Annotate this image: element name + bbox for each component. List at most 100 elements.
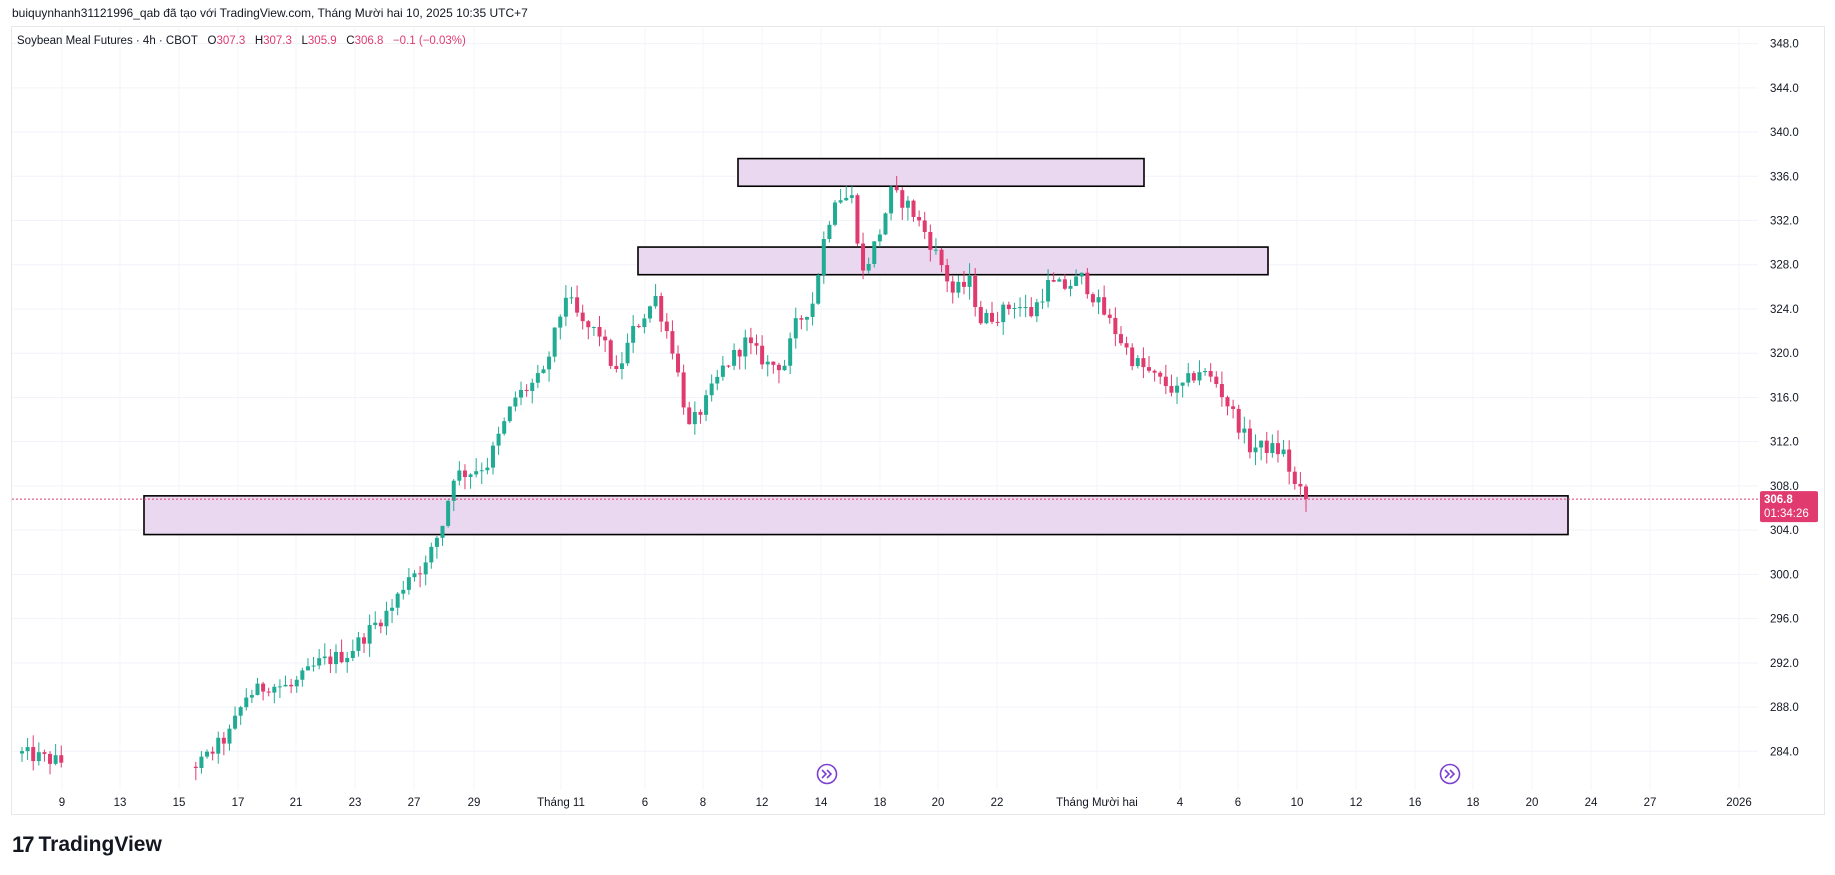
open-value: 307.3 bbox=[216, 35, 246, 47]
candle bbox=[1068, 279, 1073, 297]
candle bbox=[1147, 355, 1152, 373]
candle bbox=[933, 238, 938, 255]
candle bbox=[900, 187, 905, 220]
candle bbox=[1051, 272, 1056, 283]
price-tick-label: 316.0 bbox=[1770, 392, 1799, 404]
double-arrow-right-icon bbox=[1444, 769, 1456, 779]
candle bbox=[978, 300, 983, 326]
candle bbox=[990, 301, 995, 325]
candle bbox=[676, 345, 681, 377]
tradingview-logo[interactable]: 17 TradingView bbox=[12, 832, 162, 858]
candle bbox=[591, 326, 596, 336]
candle bbox=[1175, 376, 1180, 405]
candle-body bbox=[216, 737, 221, 754]
chart-candles bbox=[20, 175, 1308, 781]
time-tick-label: 27 bbox=[1644, 797, 1657, 809]
candle-body bbox=[833, 202, 838, 225]
candle-body bbox=[210, 751, 215, 754]
jump-marker-1[interactable] bbox=[816, 763, 838, 785]
candle bbox=[619, 351, 624, 380]
candle-body bbox=[1197, 372, 1202, 381]
time-tick-label: 10 bbox=[1291, 797, 1304, 809]
chart-frame[interactable] bbox=[11, 26, 1825, 815]
candle bbox=[1208, 363, 1213, 383]
candle-body bbox=[726, 365, 731, 367]
candle bbox=[692, 401, 697, 435]
candle bbox=[866, 257, 871, 274]
candle bbox=[507, 406, 512, 423]
candle-body bbox=[479, 470, 484, 472]
candle bbox=[1034, 298, 1039, 323]
candle-body bbox=[412, 573, 417, 578]
time-tick-label: 23 bbox=[349, 797, 362, 809]
candle bbox=[855, 193, 860, 247]
candle bbox=[227, 724, 232, 751]
candle-body bbox=[619, 363, 624, 369]
candle-body bbox=[956, 281, 961, 293]
high-value: 307.3 bbox=[263, 35, 292, 47]
time-tick-label: 13 bbox=[114, 797, 127, 809]
candle-body bbox=[31, 747, 36, 762]
time-tick-label: Tháng Mười hai bbox=[1056, 797, 1138, 809]
candle-body bbox=[608, 340, 613, 366]
candle bbox=[289, 678, 294, 694]
candle-body bbox=[496, 433, 501, 446]
candle bbox=[1186, 363, 1191, 387]
candle bbox=[1012, 302, 1017, 319]
candle bbox=[687, 401, 692, 425]
candle-body bbox=[849, 195, 854, 198]
bar-countdown-label: 01:34:26 bbox=[1764, 508, 1809, 520]
candle-body bbox=[905, 200, 910, 208]
time-tick-label: 2026 bbox=[1726, 797, 1752, 809]
zone-resistance-top bbox=[737, 157, 1145, 188]
candle-body bbox=[1287, 449, 1292, 472]
candle-body bbox=[636, 325, 641, 328]
candle-body bbox=[945, 265, 950, 282]
candle bbox=[849, 186, 854, 204]
candle bbox=[754, 334, 759, 355]
candle bbox=[748, 327, 753, 355]
candle-body bbox=[305, 666, 310, 671]
candle bbox=[440, 525, 445, 546]
candle-body bbox=[474, 471, 479, 475]
candle bbox=[1163, 364, 1168, 395]
chart-legend: Soybean Meal Futures · 4h · CBOT O307.3 … bbox=[17, 35, 466, 47]
candle bbox=[743, 329, 748, 370]
candle bbox=[249, 689, 254, 704]
candle bbox=[922, 211, 927, 240]
candle-body bbox=[1236, 408, 1241, 433]
candle bbox=[294, 675, 299, 693]
jump-marker-2[interactable] bbox=[1439, 763, 1461, 785]
close-label: C bbox=[346, 35, 355, 47]
candle-body bbox=[782, 365, 787, 371]
candle-body bbox=[591, 326, 596, 328]
candle-body bbox=[317, 658, 322, 666]
candle bbox=[575, 285, 580, 317]
candle-body bbox=[502, 421, 507, 434]
candle-body bbox=[821, 239, 826, 276]
candle-body bbox=[939, 249, 944, 266]
candle-body bbox=[1085, 272, 1090, 295]
price-tick-label: 320.0 bbox=[1770, 348, 1799, 360]
candle-body bbox=[1225, 397, 1230, 407]
symbol-label[interactable]: Soybean Meal Futures · 4h · CBOT bbox=[17, 35, 198, 47]
candle bbox=[1253, 434, 1258, 466]
candle bbox=[558, 314, 563, 340]
candle-body bbox=[670, 331, 675, 354]
candle-body bbox=[333, 651, 338, 665]
candle-body bbox=[748, 337, 753, 344]
candle bbox=[20, 747, 24, 762]
candle-body bbox=[462, 470, 467, 477]
candle bbox=[799, 315, 804, 330]
price-tick-label: 296.0 bbox=[1770, 614, 1799, 626]
candle bbox=[889, 185, 894, 221]
candle bbox=[535, 364, 540, 389]
candle bbox=[305, 658, 310, 671]
candle-body bbox=[900, 190, 905, 208]
candle-body bbox=[1214, 376, 1219, 385]
candle bbox=[642, 313, 647, 334]
zone-resistance-mid bbox=[637, 246, 1269, 276]
candle bbox=[322, 643, 327, 665]
candle bbox=[333, 644, 338, 674]
